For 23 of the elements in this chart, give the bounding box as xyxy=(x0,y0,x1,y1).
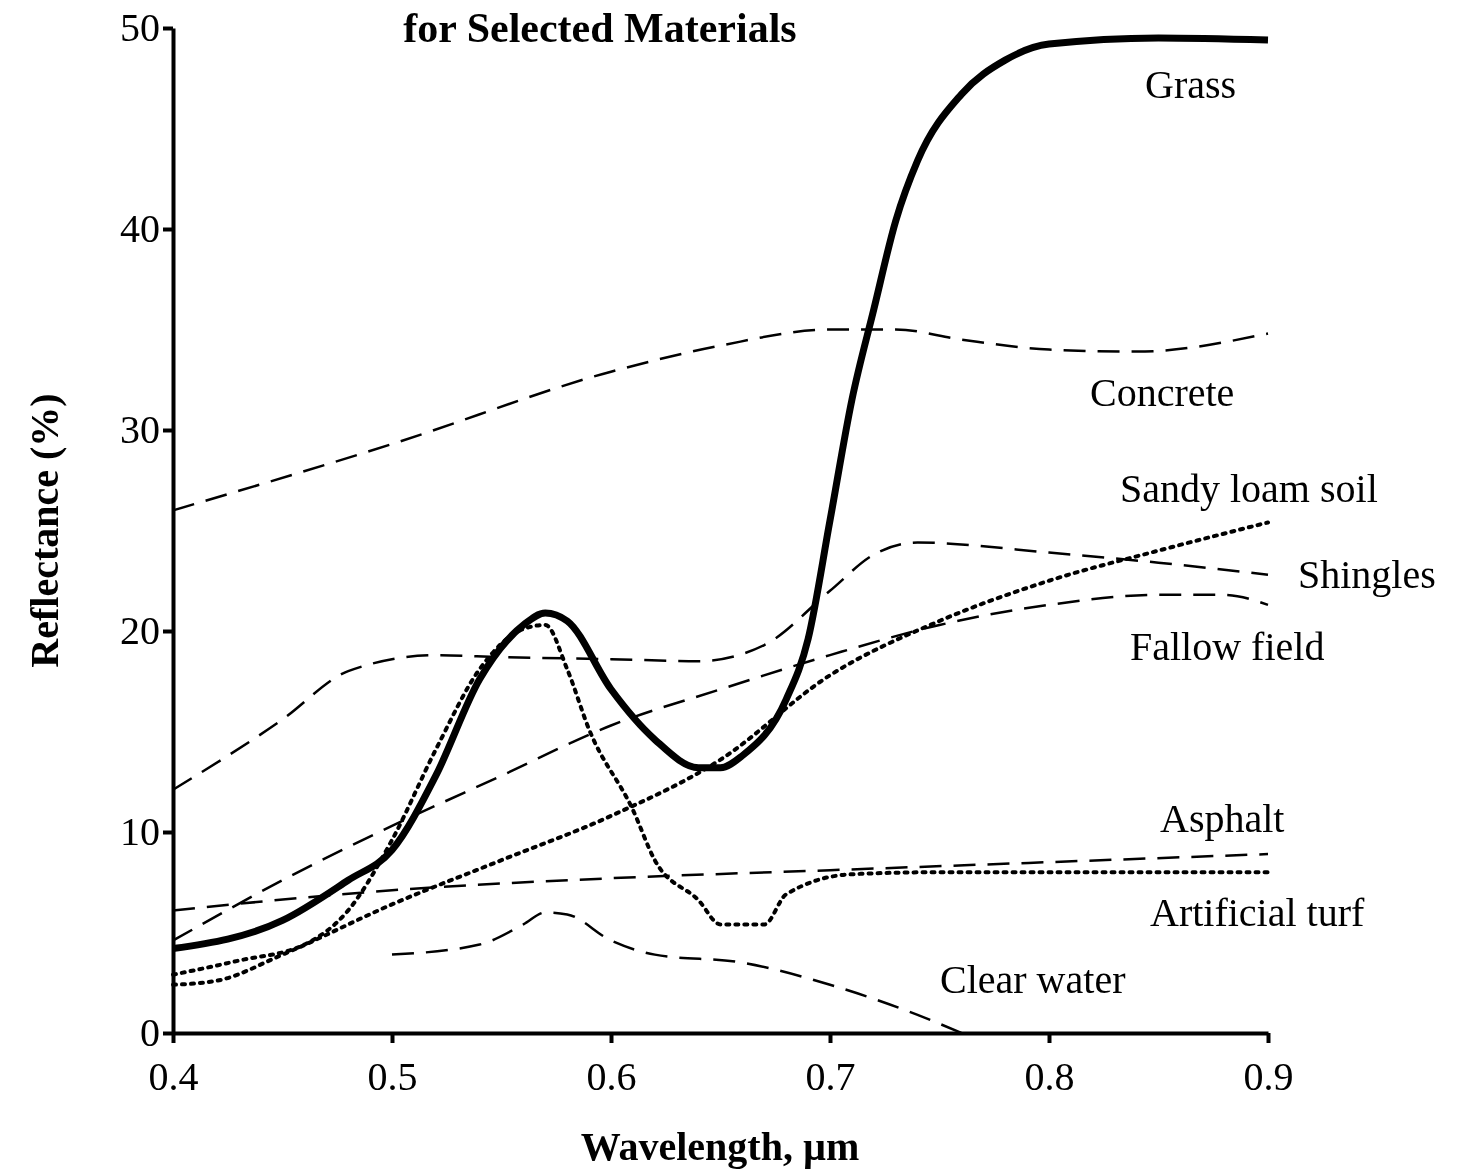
y-tick-label: 40 xyxy=(120,206,160,252)
series-label: Fallow field xyxy=(1130,624,1325,669)
series-label: Shingles xyxy=(1298,552,1436,597)
y-tick-label: 30 xyxy=(120,407,160,453)
x-axis-title: Wavelength, µm xyxy=(580,1124,860,1169)
y-tick-label: 50 xyxy=(120,5,160,51)
x-tick-label: 0.4 xyxy=(148,1054,199,1099)
chart-title: for Selected Materials xyxy=(403,5,797,51)
y-tick-label: 20 xyxy=(120,608,160,654)
series-label: Artificial turf xyxy=(1150,890,1366,935)
x-tick-label: 0.5 xyxy=(367,1054,418,1099)
series-label: Clear water xyxy=(940,957,1126,1002)
y-tick-label: 0 xyxy=(140,1010,160,1056)
series-label: Sandy loam soil xyxy=(1120,466,1378,511)
x-tick-label: 0.8 xyxy=(1024,1054,1075,1099)
series-label: Concrete xyxy=(1090,370,1235,415)
y-tick-label: 10 xyxy=(120,809,160,855)
series-label: Grass xyxy=(1145,62,1237,107)
x-tick-label: 0.6 xyxy=(586,1054,637,1099)
x-tick-label: 0.7 xyxy=(805,1054,856,1099)
series-label: Asphalt xyxy=(1160,796,1285,841)
y-axis-title: Reflectance (%) xyxy=(22,393,67,668)
x-tick-label: 0.9 xyxy=(1243,1054,1294,1099)
